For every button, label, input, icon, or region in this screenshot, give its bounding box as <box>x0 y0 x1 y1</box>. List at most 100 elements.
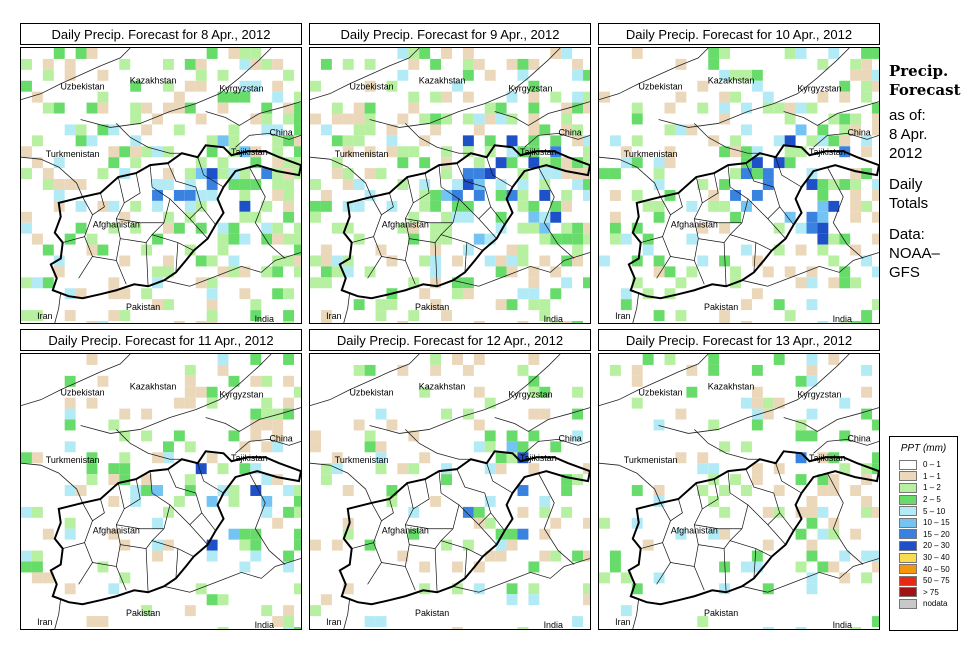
precip-cell <box>97 321 109 323</box>
precip-cell <box>64 310 76 322</box>
precip-cell <box>162 179 174 190</box>
precip-cell <box>817 135 829 147</box>
precip-cell <box>817 211 829 223</box>
legend-label: 1 – 2 <box>923 483 941 493</box>
precip-cell <box>272 419 284 431</box>
precip-cell <box>31 135 43 147</box>
precip-map-svg: Kazakhstan Kyrgyzstan Uzbekistan ChinaTajik… <box>310 48 590 323</box>
precip-cell <box>839 113 851 125</box>
precip-cell <box>320 266 332 278</box>
precip-cell <box>152 517 163 529</box>
province-border <box>723 548 727 593</box>
precip-cell <box>517 627 529 629</box>
precip-cell <box>740 441 752 453</box>
precip-cell <box>599 572 610 584</box>
precip-cell <box>294 124 301 136</box>
precip-cell <box>86 474 98 486</box>
precip-cell <box>539 179 551 190</box>
precip-cell <box>762 91 774 103</box>
precip-cell <box>272 616 284 628</box>
precip-cell <box>561 255 573 267</box>
precip-cell <box>839 550 851 562</box>
precip-cell <box>75 135 87 147</box>
precip-cell <box>217 135 229 147</box>
precip-cell <box>762 102 774 114</box>
precip-cell <box>250 354 262 365</box>
precip-cell <box>152 189 163 201</box>
precip-cell <box>708 48 720 59</box>
precip-cell <box>462 277 474 289</box>
precip-cell <box>283 354 295 365</box>
precip-cell <box>250 539 262 551</box>
precip-cell <box>675 528 687 540</box>
totals-line2: Totals <box>889 195 929 212</box>
precip-cell <box>283 135 295 147</box>
precip-cell <box>441 189 452 201</box>
precip-cell <box>495 255 507 267</box>
precip-cell <box>173 321 185 323</box>
precip-cell <box>239 211 251 223</box>
precip-cell <box>21 506 32 518</box>
precip-cell <box>217 485 229 496</box>
precip-cell <box>283 113 295 125</box>
precip-cell <box>441 48 452 59</box>
precip-cell <box>495 211 507 223</box>
country-label: Kyrgyzstan <box>797 84 841 94</box>
country-border <box>310 156 372 198</box>
precip-cell <box>631 364 643 376</box>
precip-cell <box>561 189 573 201</box>
precip-cell <box>331 539 343 551</box>
precip-cell <box>762 408 774 420</box>
precip-cell <box>773 222 785 234</box>
province-border <box>201 512 216 531</box>
precip-cell <box>430 495 442 507</box>
country-border <box>116 123 182 154</box>
province-border <box>62 542 85 549</box>
precip-cell <box>462 211 474 223</box>
precip-cell <box>653 255 665 267</box>
precip-cell <box>528 211 540 223</box>
precip-cell <box>828 179 840 190</box>
precip-cell <box>528 157 540 169</box>
precip-cell <box>708 200 720 212</box>
precip-cell <box>108 146 120 158</box>
precip-cell <box>206 135 218 147</box>
country-label: Uzbekistan <box>639 388 683 398</box>
precip-cell <box>561 124 573 136</box>
precip-cell <box>364 58 376 70</box>
country-border <box>494 407 590 432</box>
precip-cell <box>872 211 879 223</box>
precip-cell <box>850 485 862 496</box>
precip-cell <box>261 113 273 125</box>
country-border <box>452 558 590 593</box>
precip-cell <box>195 463 207 475</box>
precip-cell <box>430 299 442 311</box>
precip-cell <box>430 233 442 245</box>
country-border <box>599 48 709 101</box>
precip-cell <box>195 168 207 180</box>
precip-cell <box>86 102 98 114</box>
precip-cell <box>152 452 163 464</box>
precip-cell <box>217 463 229 475</box>
precip-cell <box>184 386 196 398</box>
precip-cell <box>294 506 301 518</box>
precip-cell <box>484 102 496 114</box>
precip-cell <box>119 452 131 464</box>
precip-cell <box>740 299 752 311</box>
precip-cell <box>310 605 321 617</box>
precip-cell <box>817 91 829 103</box>
precip-cell <box>386 200 398 212</box>
precip-cell <box>195 113 207 125</box>
precip-cell <box>550 517 562 529</box>
precip-cell <box>97 168 109 180</box>
precip-cell <box>850 244 862 256</box>
precip-cell <box>364 441 376 453</box>
precip-cell <box>872 616 879 628</box>
precip-cell <box>97 124 109 136</box>
precip-cell <box>517 222 529 234</box>
precip-cell <box>506 113 518 125</box>
precip-cell <box>795 375 807 387</box>
precip-cell <box>451 211 463 223</box>
precip-cell <box>751 397 763 409</box>
precip-cell <box>572 408 584 420</box>
